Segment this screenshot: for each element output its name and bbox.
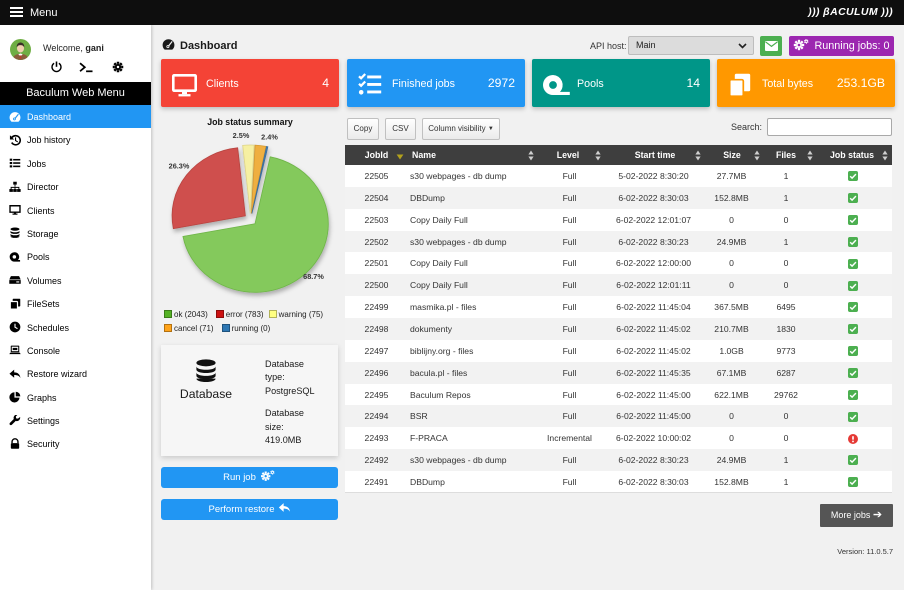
svg-text:2.5%: 2.5% — [233, 131, 250, 140]
svg-text:68.7%: 68.7% — [303, 272, 324, 281]
svg-text:2.4%: 2.4% — [261, 133, 278, 142]
svg-text:26.3%: 26.3% — [169, 162, 190, 171]
